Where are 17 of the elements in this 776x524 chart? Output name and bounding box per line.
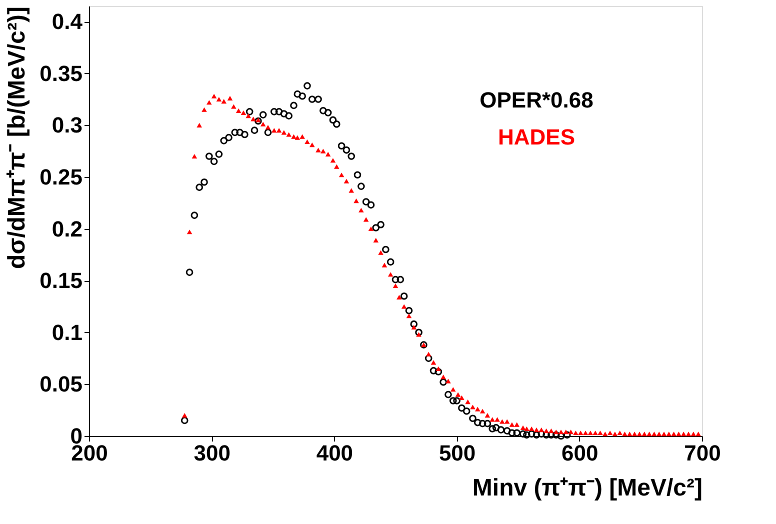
x-axis-title: Minv (π⁺π⁻) [MeV/c²] [472,474,702,502]
x-tick-label: 300 [194,440,230,466]
y-tick-label: 0.3 [52,112,82,138]
x-tick-label: 500 [438,440,476,466]
y-tick-label: 0.15 [40,268,82,294]
x-tick-label: 700 [684,440,721,466]
x-tick-label: 400 [316,440,354,466]
text: OPER*0.68 [480,88,594,113]
y-tick-label: 0.4 [52,9,84,34]
y-tick-label: 0.2 [52,216,82,242]
y-tick-label: 0.1 [52,320,82,345]
y-tick-label: 0.25 [40,164,82,190]
y-tick-label: 0.35 [40,60,82,86]
y-tick-label: 0.05 [40,372,82,397]
text: HADES [498,124,575,150]
y-axis-title: dσ/dMπ⁺π⁻ [b/(MeV/c²)] [4,6,31,269]
x-tick-label: 600 [562,440,598,466]
